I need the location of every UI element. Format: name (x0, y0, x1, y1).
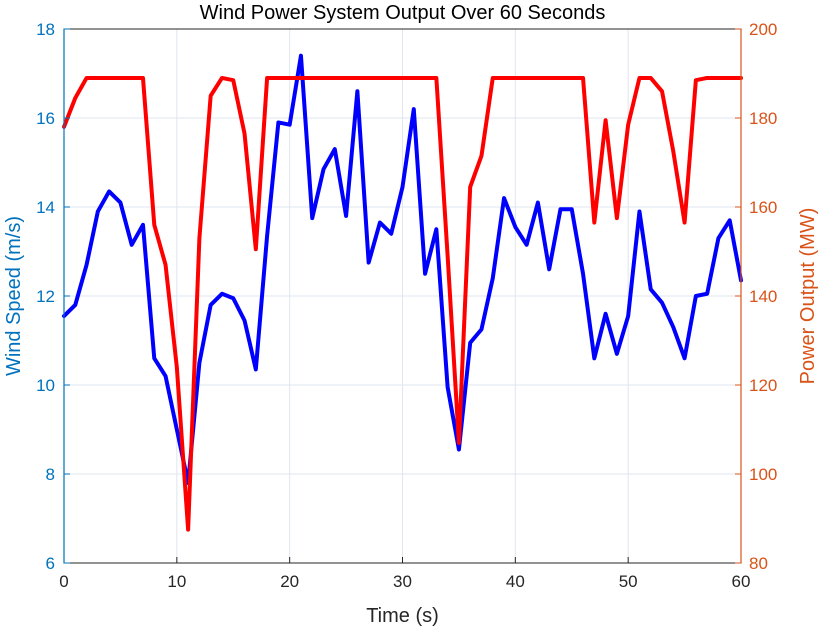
x-tick-label: 20 (280, 572, 299, 591)
left-y-tick-label: 18 (36, 20, 55, 39)
left-y-tick-label: 8 (46, 465, 55, 484)
x-tick-label: 50 (619, 572, 638, 591)
x-tick-label: 30 (393, 572, 412, 591)
power-output-line (62, 75, 743, 532)
x-tick-label: 10 (167, 572, 186, 591)
axis-ticks: 0 10 20 30 40 50 60 6 8 10 12 14 16 18 80 100 120 140 160 1… (36, 20, 777, 591)
left-y-tick-label: 12 (36, 287, 55, 306)
left-y-tick-label: 16 (36, 109, 55, 128)
left-y-tick-label: 10 (36, 376, 55, 395)
left-y-axis-label: Wind Speed (m/s) (3, 216, 25, 376)
right-y-tick-label: 100 (749, 465, 777, 484)
right-y-axis-label: Power Output (MW) (797, 208, 819, 385)
plot-lines (62, 53, 743, 532)
right-y-tick-label: 160 (749, 198, 777, 217)
right-y-tick-label: 180 (749, 109, 777, 128)
x-tick-label: 40 (506, 572, 525, 591)
left-y-tick-label: 6 (46, 554, 55, 573)
chart-title: Wind Power System Output Over 60 Seconds (200, 2, 606, 24)
wind-speed-line (62, 53, 743, 485)
left-y-tick-label: 14 (36, 198, 55, 217)
right-y-tick-label: 200 (749, 20, 777, 39)
x-tick-label: 60 (732, 572, 751, 591)
right-y-tick-label: 140 (749, 287, 777, 306)
right-y-tick-label: 80 (749, 554, 768, 573)
x-tick-label: 0 (59, 572, 68, 591)
right-y-tick-label: 120 (749, 376, 777, 395)
x-axis-label: Time (s) (366, 605, 439, 627)
grid (64, 29, 741, 563)
